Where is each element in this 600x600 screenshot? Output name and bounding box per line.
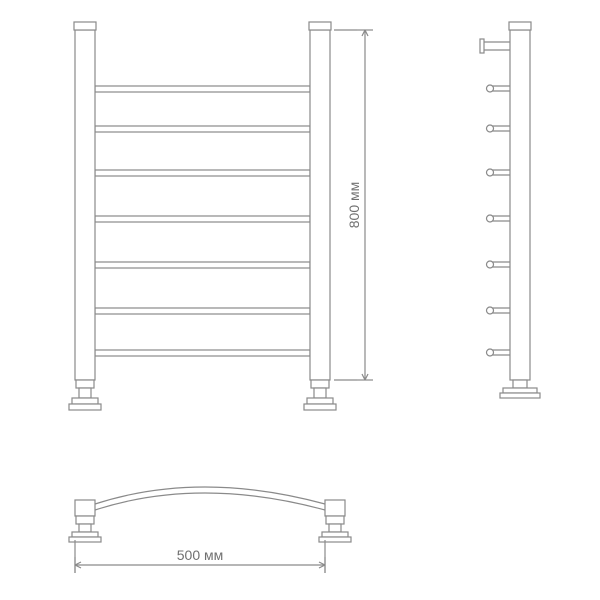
front-rungs: [95, 86, 310, 356]
dimension-width: 500 мм: [75, 540, 325, 573]
dimension-height-label: 800 мм: [346, 182, 362, 229]
bottom-view: [69, 487, 351, 542]
dimension-height: 800 мм: [334, 30, 373, 380]
technical-drawing: 800 мм 500 мм: [0, 0, 600, 600]
side-view: [480, 22, 540, 398]
dimension-width-label: 500 мм: [177, 547, 224, 563]
front-post-left: [75, 30, 95, 380]
front-view: [69, 22, 336, 410]
side-post: [510, 30, 530, 380]
side-rung-ends: [487, 85, 511, 356]
front-post-right: [310, 30, 330, 380]
